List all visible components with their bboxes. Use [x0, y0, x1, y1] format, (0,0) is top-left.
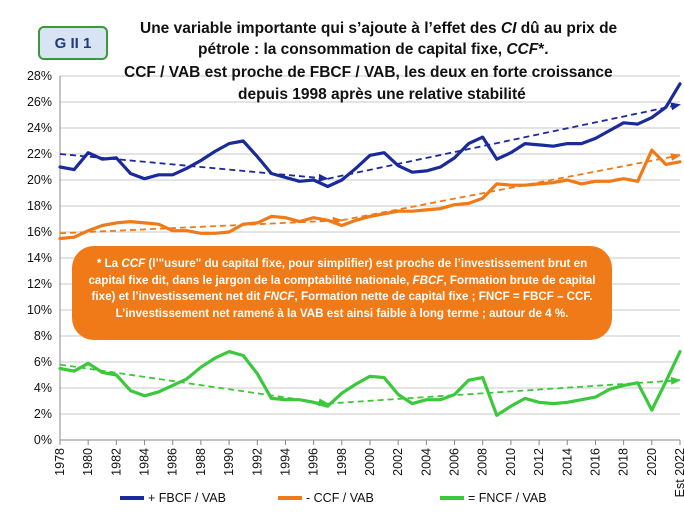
series-lines [58, 82, 682, 417]
y-tick-label: 8% [34, 329, 52, 343]
trendline-segment [341, 153, 681, 222]
x-tick-label: 1994 [278, 448, 292, 476]
title-text: *. [538, 41, 549, 58]
y-tick-label: 18% [27, 199, 52, 213]
y-tick-label: 2% [34, 407, 52, 421]
x-tick-label: 2014 [560, 448, 574, 476]
trendline-segment [327, 376, 681, 405]
y-tick-label: 20% [27, 173, 52, 187]
y-tick-label: 26% [27, 95, 52, 109]
title-term-ci: CI [500, 20, 517, 37]
note-text: , Formation nette de capital fixe ; FNCF… [294, 290, 593, 304]
trendline-segment [59, 363, 329, 407]
y-tick-label: 24% [27, 121, 52, 135]
title-line-3: CCF / VAB est proche de FBCF / VAB, les … [124, 64, 613, 82]
x-axis-ticks: 1978 1980 1982 1984 1986 1988 1990 1992 1994 1996… [53, 440, 684, 497]
series-line [58, 148, 682, 241]
note-text: * La [96, 257, 122, 270]
title-text: pétrole : la consommation de capital fix… [198, 41, 507, 58]
y-tick-label: 10% [27, 303, 52, 317]
x-tick-label: 1978 [53, 448, 67, 476]
legend-label: - CCF / VAB [306, 491, 374, 505]
legend: + FBCF / VAB - CCF / VAB = FNCF / VAB [120, 491, 547, 505]
x-tick-label: 1992 [250, 448, 264, 476]
title-line-1: Une variable importante qui s’ajoute à l… [140, 20, 617, 38]
x-tick-label: 2006 [448, 448, 462, 476]
x-tick-label: 2004 [419, 448, 433, 476]
note-term: FBCF [412, 273, 444, 287]
figure-badge: G II 1 [38, 26, 108, 60]
series-line [58, 350, 682, 417]
note-text: , Formation brute de capital fixe) et l’… [91, 273, 596, 304]
y-axis-ticks: 0% 2% 4% 6% 8% 10% 12% 14% 16% 18% 20% 22% 24% 26% 28% [27, 69, 52, 447]
title-text: Une variable importante qui s’ajoute à l… [140, 20, 501, 37]
title-line-4: depuis 1998 après une relative stabilité [238, 86, 526, 104]
legend-label: = FNCF / VAB [468, 491, 547, 505]
title-text: dû au prix de [516, 20, 618, 37]
y-tick-label: 4% [34, 381, 52, 395]
y-tick-label: 12% [27, 277, 52, 291]
x-tick-label: 2012 [532, 448, 546, 476]
legend-label: + FBCF / VAB [148, 491, 226, 505]
x-tick-label: 1998 [335, 448, 349, 476]
trendline-segment [327, 102, 681, 180]
y-tick-label: 0% [34, 433, 52, 447]
note-text: L’investissement net ramené à la VAB est… [115, 306, 569, 320]
x-tick-label: 1982 [109, 448, 123, 476]
note-text: (l’"usure" du capital fixe, pour simplif… [88, 257, 588, 287]
x-tick-label: 1988 [194, 448, 208, 476]
x-tick-label: 1996 [307, 448, 321, 476]
trendline-segment [59, 216, 343, 235]
series-line [58, 82, 682, 189]
x-tick-label: 2008 [476, 448, 490, 476]
title-text: CCF / VAB est proche de FBCF / VAB, les … [124, 64, 613, 81]
x-tick-label: 2000 [363, 448, 377, 476]
title-line-2: pétrole : la consommation de capital fix… [198, 41, 549, 59]
x-tick-label: Est 2022 [673, 448, 684, 497]
annotation-box: * La CCF (l’"usure" du capital fixe, pou… [72, 246, 612, 340]
x-tick-label: 2018 [617, 448, 631, 476]
y-tick-label: 14% [27, 251, 52, 265]
x-tick-label: 2016 [588, 448, 602, 476]
x-tick-label: 2020 [645, 448, 659, 476]
y-tick-label: 22% [27, 147, 52, 161]
y-tick-label: 28% [27, 69, 52, 83]
x-tick-label: 1990 [222, 448, 236, 476]
x-tick-label: 1984 [138, 448, 152, 476]
note-term: CCF [121, 257, 146, 270]
note-term: FNCF [263, 290, 295, 304]
x-tick-label: 1980 [81, 448, 95, 476]
y-tick-label: 16% [27, 225, 52, 239]
x-tick-label: 2002 [391, 448, 405, 476]
title-text: depuis 1998 après une relative stabilité [238, 86, 526, 103]
x-tick-label: 2010 [504, 448, 518, 476]
x-tick-label: 1986 [166, 448, 180, 476]
y-tick-label: 6% [34, 355, 52, 369]
title-term-ccf: CCF [506, 41, 539, 58]
